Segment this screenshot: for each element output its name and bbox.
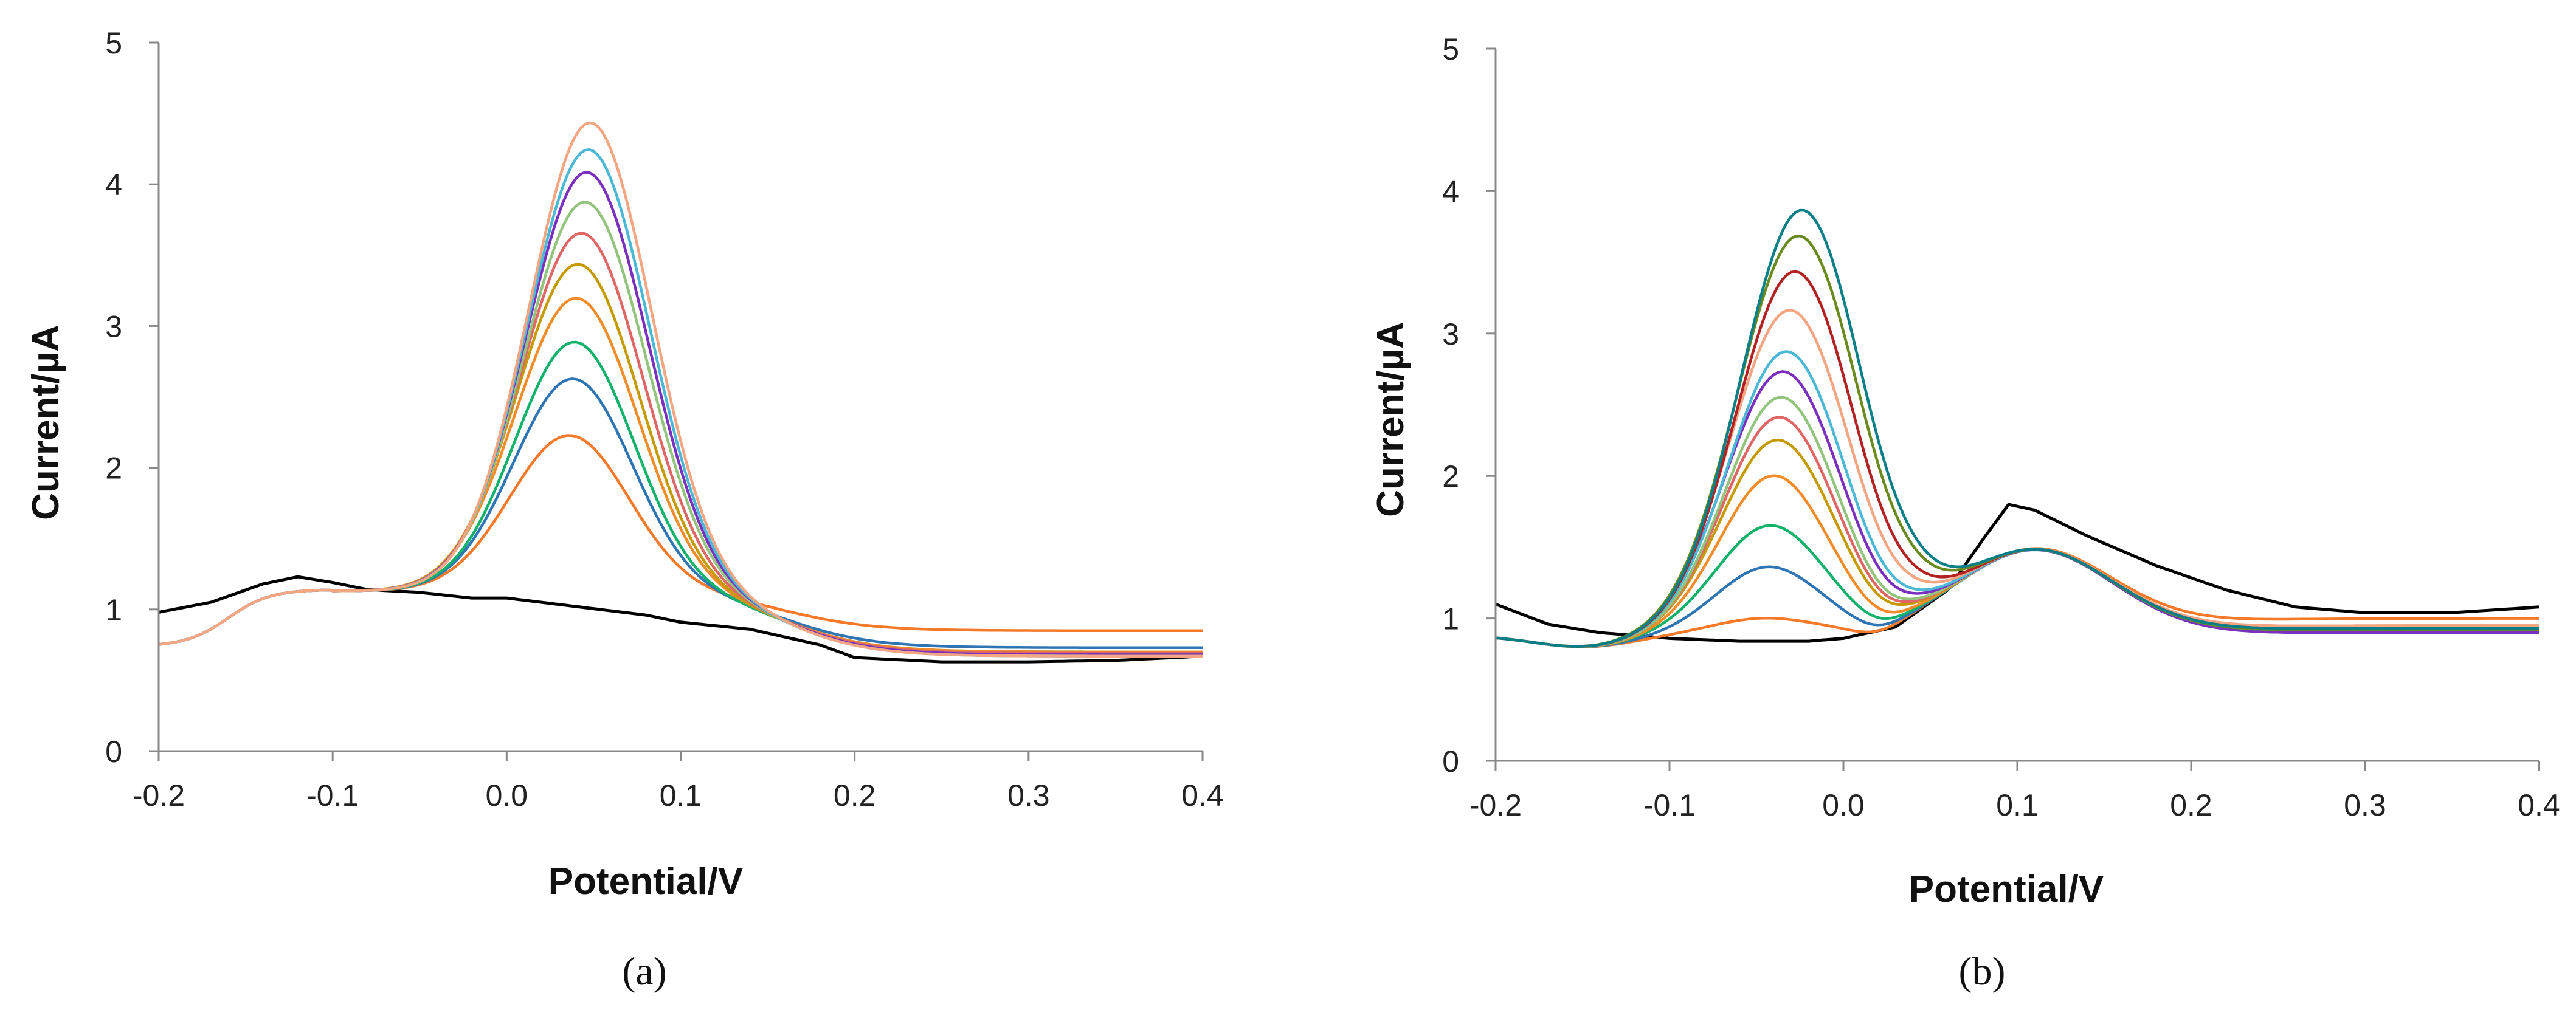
x-axis-title-b: Potential/V — [1909, 868, 2104, 910]
x-tick-label: 0.3 — [1007, 778, 1050, 812]
series-line-c10 — [158, 121, 1203, 658]
series-line-c7 — [158, 200, 1203, 656]
x-tick-label: -0.2 — [133, 778, 185, 812]
y-tick-label: 3 — [105, 309, 122, 343]
y-tick-label: 2 — [1442, 459, 1459, 493]
panel-a: -0.2 -0.1 0.0 0.1 0.2 0.3 0.4 0 1 2 3 4 5 Potential/… — [25, 26, 1224, 994]
x-tick-label: 0.2 — [834, 778, 876, 812]
y-tick-label: 5 — [1442, 32, 1459, 66]
chart-a-marks — [158, 121, 1203, 664]
x-tick-label: 0.1 — [1996, 788, 2039, 822]
y-tick-label: 0 — [105, 735, 122, 769]
x-tick-label: 0.0 — [486, 778, 528, 812]
x-tick-label: -0.2 — [1469, 788, 1522, 822]
y-tick-label: 4 — [1442, 174, 1459, 208]
x-tick-label: 0.0 — [1822, 788, 1865, 822]
chart-b-axes: -0.2 -0.1 0.0 0.1 0.2 0.3 0.4 0 1 2 3 4 5 — [1442, 32, 2560, 822]
y-tick-label: 3 — [1442, 317, 1459, 351]
series-line-c12 — [1495, 234, 2539, 648]
x-tick-label: 0.3 — [2344, 788, 2386, 822]
series-line-c10 — [1495, 309, 2539, 648]
series-line-blank — [158, 575, 1203, 664]
x-tick-label: -0.1 — [1643, 788, 1696, 822]
panel-b: -0.2 -0.1 0.0 0.1 0.2 0.3 0.4 0 1 2 3 4 5 Potential/… — [1331, 0, 2576, 1010]
series-line-c8 — [158, 171, 1203, 656]
y-tick-label: 5 — [105, 26, 122, 60]
y-tick-label: 0 — [1442, 744, 1459, 778]
x-tick-label: 0.1 — [660, 778, 702, 812]
series-line-c13 — [1495, 208, 2539, 648]
series-line-c8 — [1495, 370, 2539, 648]
chart-a-axes: -0.2 -0.1 0.0 0.1 0.2 0.3 0.4 0 1 2 3 4 5 — [105, 26, 1224, 812]
y-tick-label: 2 — [105, 452, 122, 486]
x-tick-label: 0.4 — [1181, 778, 1224, 812]
x-tick-label: 0.4 — [2518, 788, 2560, 822]
panel-label-b: (b) — [1959, 949, 2006, 994]
y-axis-title-a: Current/µA — [25, 325, 67, 520]
x-tick-label: -0.1 — [306, 778, 359, 812]
y-tick-label: 1 — [1442, 602, 1459, 636]
chart-b: -0.2 -0.1 0.0 0.1 0.2 0.3 0.4 0 1 2 3 4 5 Potential/… — [1370, 32, 2560, 994]
series-line-c4 — [158, 297, 1203, 654]
x-tick-label: 0.2 — [2170, 788, 2212, 822]
y-axis-title-b: Current/µA — [1370, 321, 1412, 517]
series-line-c9 — [1495, 350, 2539, 648]
chart-b-marks — [1495, 208, 2540, 648]
panel-label-a: (a) — [622, 949, 666, 994]
x-axis-title-a: Potential/V — [548, 861, 743, 902]
series-line-c11 — [1495, 270, 2539, 648]
y-tick-label: 1 — [105, 593, 122, 627]
series-line-blank — [1495, 503, 2540, 643]
chart-a: -0.2 -0.1 0.0 0.1 0.2 0.3 0.4 0 1 2 3 4 5 Potential/… — [25, 26, 1224, 994]
y-tick-label: 4 — [105, 168, 122, 202]
series-line-c2 — [158, 377, 1203, 650]
series-line-c7 — [1495, 396, 2539, 648]
